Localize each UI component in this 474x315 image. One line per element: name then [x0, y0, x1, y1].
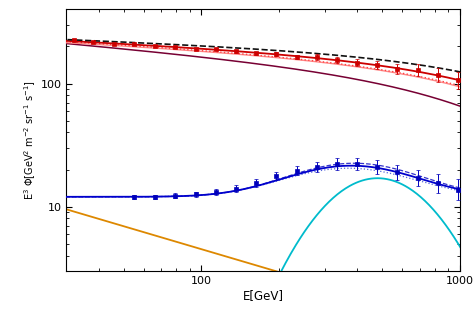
Y-axis label: E$^{3}$ $\Phi$[GeV$^{2}$ m$^{-2}$ sr$^{-1}$ s$^{-1}$]: E$^{3}$ $\Phi$[GeV$^{2}$ m$^{-2}$ sr$^{-…: [22, 80, 38, 200]
X-axis label: E[GeV]: E[GeV]: [243, 289, 283, 301]
